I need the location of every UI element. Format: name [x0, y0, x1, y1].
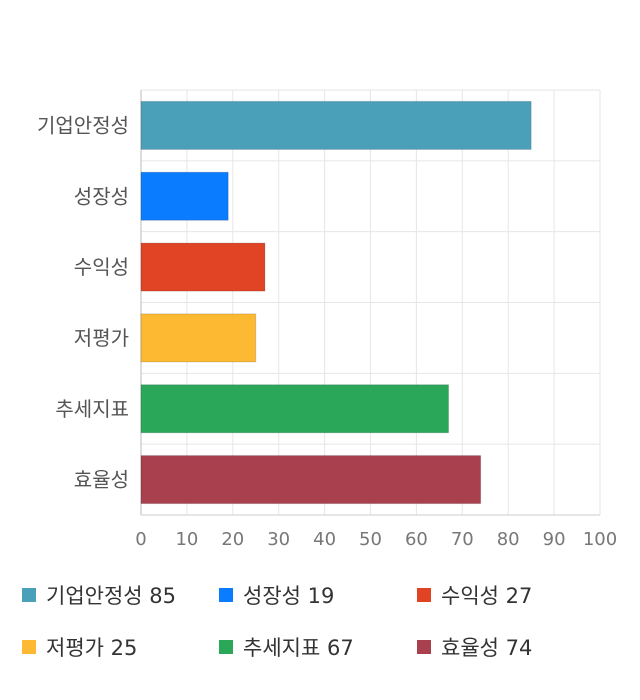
x-tick-label: 80: [497, 529, 520, 550]
x-tick-label: 40: [313, 529, 336, 550]
x-tick-label: 30: [267, 529, 290, 550]
category-label: 저평가: [74, 326, 129, 350]
x-tick-label: 100: [583, 529, 617, 550]
legend-label: 성장성 19: [243, 584, 335, 608]
x-tick-label: 20: [221, 529, 244, 550]
legend-label: 수익성 27: [441, 584, 533, 608]
category-label: 효율성: [74, 468, 129, 492]
legend-item: 효율성 74: [417, 632, 532, 662]
legend-swatch: [219, 640, 233, 654]
bar-성장성: [140, 171, 229, 221]
legend-item: 저평가 25: [22, 632, 137, 662]
legend-swatch: [22, 588, 36, 602]
category-label: 수익성: [74, 255, 129, 279]
x-tick-label: 50: [359, 529, 382, 550]
x-tick-label: 60: [405, 529, 428, 550]
bar-추세지표: [140, 384, 450, 434]
bar-저평가: [140, 313, 257, 363]
x-axis-ticks: 0 10 20 30 40 50 60 70 80 90 100: [135, 529, 617, 550]
x-tick-label: 10: [175, 529, 198, 550]
x-tick-label: 70: [451, 529, 474, 550]
grid-lines: [140, 89, 601, 516]
category-label: 기업안정성: [37, 113, 129, 137]
legend-label: 추세지표 67: [243, 636, 354, 660]
bar-수익성: [140, 242, 266, 292]
legend-label: 효율성 74: [441, 636, 533, 660]
category-label: 추세지표: [55, 397, 129, 421]
legend-item: 수익성 27: [417, 580, 532, 610]
legend-item: 기업안정성 85: [22, 580, 176, 610]
bar-기업안정성: [140, 100, 532, 150]
legend-swatch: [219, 588, 233, 602]
bars: [140, 100, 532, 505]
legend-item: 추세지표 67: [219, 632, 354, 662]
category-label: 성장성: [74, 184, 129, 208]
legend-swatch: [22, 640, 36, 654]
x-tick-label: 90: [543, 529, 566, 550]
legend-swatch: [417, 640, 431, 654]
bar-효율성: [140, 455, 482, 505]
legend-swatch: [417, 588, 431, 602]
legend-label: 기업안정성 85: [46, 584, 176, 608]
legend-item: 성장성 19: [219, 580, 334, 610]
legend-label: 저평가 25: [46, 636, 138, 660]
x-tick-label: 0: [135, 529, 146, 550]
